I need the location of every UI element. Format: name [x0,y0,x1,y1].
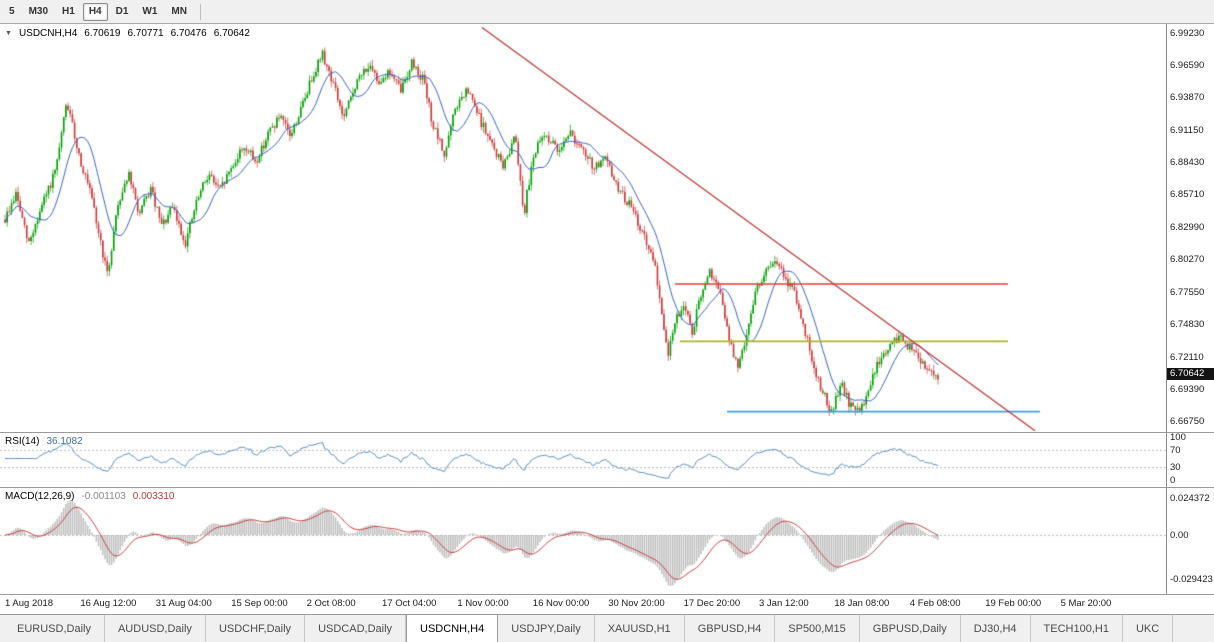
macd-panel: MACD(12,26,9) -0.001103 0.003310 0.02437… [0,488,1214,595]
chart-tab-tech100-h1[interactable]: TECH100,H1 [1031,615,1123,642]
macd-axis-label: 0.024372 [1170,493,1210,505]
time-axis-label: 30 Nov 20:00 [608,598,665,609]
macd-main-value: -0.001103 [81,491,126,502]
chart-tab-audusd-daily[interactable]: AUDUSD,Daily [105,615,206,642]
chart-tab-usdchf-daily[interactable]: USDCHF,Daily [206,615,306,642]
price-axis-label: 6.74830 [1170,319,1205,331]
price-axis-label: 6.85710 [1170,189,1205,201]
time-axis-label: 5 Mar 20:00 [1060,598,1112,609]
chart-tab-dj30-h4[interactable]: DJ30,H4 [961,615,1031,642]
rsi-axis-label: 70 [1170,444,1181,456]
price-axis-label: 6.82990 [1170,221,1205,233]
collapse-arrow-icon[interactable]: ▼ [5,30,12,37]
price-axis-label: 6.69390 [1170,384,1205,396]
timeframe-button-d1[interactable]: D1 [115,5,129,17]
price-chart-panel: ▼ USDCNH,H4 6.70619 6.70771 6.70476 6.70… [0,24,1214,433]
timeframe-button-h4[interactable]: H4 [82,2,108,21]
timeframe-button-w1[interactable]: W1 [142,5,158,17]
time-axis-label: 15 Sep 00:00 [231,598,288,609]
time-axis-label: 4 Feb 08:00 [909,598,961,609]
rsi-axis-label: 0 [1170,475,1176,486]
timeframe-button-m30[interactable]: M30 [28,5,49,17]
time-axis-label: 17 Dec 20:00 [683,598,741,609]
chart-tab-sp500-m15[interactable]: SP500,M15 [775,615,860,642]
rsi-panel: RSI(14) 36.1082 100 70 30 0 [0,433,1214,488]
timeframe-button-5[interactable]: 5 [9,5,15,17]
current-price-badge: 6.70642 [1167,368,1214,381]
chart-tab-gbpusd-h4[interactable]: GBPUSD,H4 [685,615,776,642]
price-axis-label: 6.96590 [1170,59,1205,71]
chart-tab-gbpusd-daily[interactable]: GBPUSD,Daily [860,615,961,642]
time-axis[interactable]: 1 Aug 2018 16 Aug 12:00 31 Aug 04:00 15 Sep… [0,595,1214,614]
time-axis-label: 1 Aug 2018 [5,598,54,609]
time-axis-label: 16 Nov 00:00 [532,598,590,609]
toolbar-separator [199,3,201,20]
price-axis-label: 6.77550 [1170,286,1205,298]
macd-header: MACD(12,26,9) -0.001103 0.003310 [5,491,174,502]
ohlc-open: 6.70619 [84,28,121,39]
timeframe-toolbar: 5 M30 H1 H4 D1 W1 MN [0,0,1214,24]
macd-scale[interactable]: 0.024372 0.00 -0.029423 [1166,488,1214,594]
time-axis-label: 31 Aug 04:00 [155,598,212,609]
chart-tab-xauusd-h1[interactable]: XAUUSD,H1 [595,615,685,642]
macd-label: MACD(12,26,9) [5,491,75,502]
ohlc-low: 6.70476 [170,28,207,39]
chart-tab-usdcnh-h4[interactable]: USDCNH,H4 [406,615,499,642]
chart-tab-eurusd-daily[interactable]: EURUSD,Daily [4,615,105,642]
price-axis-label: 6.91150 [1170,124,1204,136]
chart-title: ▼ USDCNH,H4 6.70619 6.70771 6.70476 6.70… [5,28,250,39]
rsi-scale[interactable]: 100 70 30 0 [1166,433,1214,487]
macd-canvas[interactable] [0,488,1166,594]
rsi-header: RSI(14) 36.1082 [5,436,83,447]
macd-axis-label: -0.029423 [1170,574,1213,586]
chart-tab-usdjpy-daily[interactable]: USDJPY,Daily [498,615,595,642]
rsi-axis-label: 100 [1170,432,1186,443]
time-axis-label: 17 Oct 04:00 [382,598,437,609]
time-axis-label: 18 Jan 08:00 [834,598,890,609]
macd-signal-value: 0.003310 [132,491,175,502]
ohlc-close: 6.70642 [213,28,250,39]
price-axis-label: 6.99230 [1170,28,1205,40]
time-axis-label: 1 Nov 00:00 [457,598,509,609]
price-chart-canvas[interactable] [0,24,1166,432]
rsi-label: RSI(14) [5,436,40,447]
time-axis-label: 16 Aug 12:00 [80,598,137,609]
ohlc-high: 6.70771 [127,28,164,39]
chart-tab-ukc[interactable]: UKC [1123,615,1174,642]
time-axis-label: 19 Feb 00:00 [985,598,1042,609]
price-scale[interactable]: 6.70642 6.99230 6.96590 6.93870 6.91150 6.88… [1166,24,1214,432]
rsi-canvas[interactable] [0,433,1166,487]
chart-tab-bar: EURUSD,Daily AUDUSD,Daily USDCHF,Daily USDC… [0,614,1214,642]
chart-symbol-period: USDCNH,H4 [18,28,78,39]
price-axis-label: 6.80270 [1170,254,1205,266]
time-axis-label: 2 Oct 08:00 [306,598,356,609]
price-axis-label: 6.66750 [1170,415,1205,427]
timeframe-button-h1[interactable]: H1 [62,5,75,17]
chart-tab-usdcad-daily[interactable]: USDCAD,Daily [305,615,407,642]
price-axis-label: 6.88430 [1170,157,1205,169]
rsi-value: 36.1082 [46,436,83,447]
rsi-axis-label: 30 [1170,462,1181,474]
macd-axis-label: 0.00 [1170,530,1189,541]
timeframe-buttons: 5 M30 H1 H4 D1 W1 MN [3,2,206,21]
price-axis-label: 6.93870 [1170,92,1205,104]
time-axis-label: 3 Jan 12:00 [759,598,809,609]
timeframe-button-mn[interactable]: MN [171,5,187,17]
price-axis-label: 6.72110 [1170,351,1204,363]
